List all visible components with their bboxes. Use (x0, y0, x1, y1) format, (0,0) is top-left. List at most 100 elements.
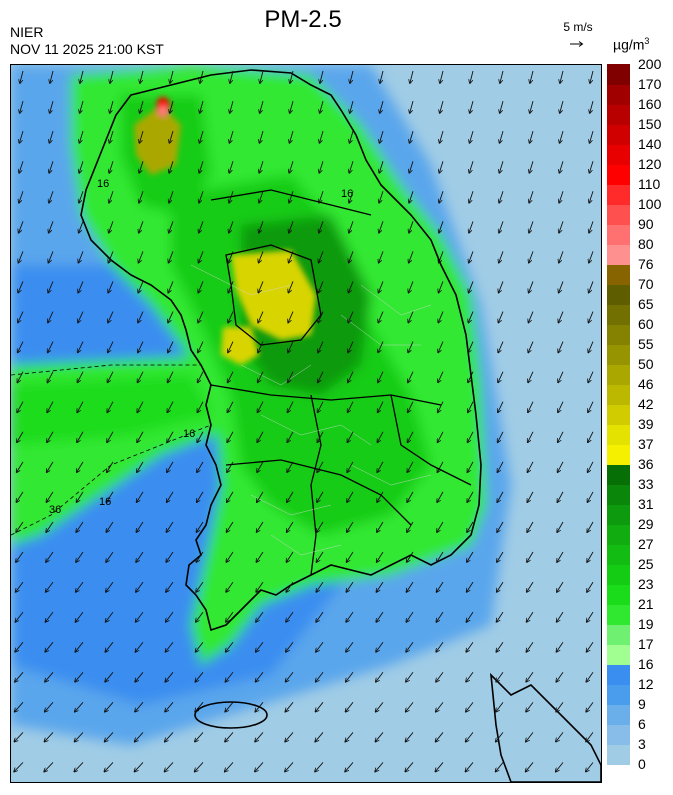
wind-arrow (76, 581, 84, 592)
wind-arrow (286, 641, 294, 652)
wind-arrow (138, 341, 144, 353)
wind-arrow (136, 551, 144, 562)
wind-arrow (317, 551, 324, 562)
wind-arrow (406, 611, 414, 622)
wind-arrow (318, 341, 324, 353)
legend-tick-label: 120 (638, 156, 662, 172)
legend-tick-label: 42 (638, 396, 654, 412)
wind-arrow (105, 732, 114, 741)
wind-arrow (15, 671, 24, 681)
wind-arrow (497, 581, 504, 592)
wind-arrow (347, 551, 354, 562)
wind-arrow (165, 732, 174, 741)
wind-arrow (468, 401, 474, 413)
wind-arrow (497, 551, 504, 562)
wind-arrow (590, 70, 594, 83)
wind-arrow (199, 131, 204, 143)
wind-arrow (47, 371, 54, 383)
wind-arrow (498, 431, 504, 442)
wind-arrow (45, 641, 54, 652)
wind-arrow (557, 491, 564, 502)
wind-arrow (14, 732, 24, 741)
legend-color-bin (607, 244, 630, 265)
legend-tick-label: 39 (638, 416, 654, 432)
wind-arrow (320, 100, 324, 113)
wind-arrow (589, 251, 594, 262)
legend-tick-label: 29 (638, 516, 654, 532)
wind-arrow (107, 461, 114, 472)
legend-color-bin (607, 724, 630, 745)
wind-arrow (467, 461, 474, 472)
wind-arrow (290, 70, 294, 83)
wind-arrow (588, 461, 594, 472)
wind-arrow (109, 221, 114, 232)
wind-arrow (135, 641, 144, 652)
wind-arrow (556, 762, 564, 771)
wind-arrow (168, 371, 174, 383)
wind-arrow (496, 641, 504, 652)
wind-arrow (559, 161, 564, 173)
wind-arrow (590, 100, 594, 113)
legend-tick-label: 9 (638, 696, 646, 712)
contour-label: 16 (97, 178, 109, 190)
map-canvas: 16 16 16 16 36 (11, 65, 601, 782)
wind-arrow (138, 371, 144, 383)
legend-color-bin (607, 644, 630, 665)
wind-arrow (257, 461, 264, 472)
wind-arrow (316, 581, 324, 592)
wind-arrow (315, 702, 324, 711)
wind-arrow (17, 431, 24, 442)
wind-arrow (229, 221, 234, 232)
legend-color-bin (607, 284, 630, 305)
wind-arrow (226, 581, 234, 592)
unit-base: µg/m (613, 36, 645, 53)
wind-arrow (436, 702, 444, 711)
wind-arrow (527, 611, 534, 622)
legend-tick-label: 65 (638, 296, 654, 312)
legend-tick-label: 110 (638, 176, 661, 192)
legend-tick-label: 170 (638, 76, 662, 92)
wind-arrow (558, 341, 564, 353)
wind-arrow (589, 221, 594, 232)
wind-arrow (167, 461, 174, 472)
wind-arrow (558, 431, 564, 442)
wind-arrow (589, 311, 594, 323)
wind-arrow (348, 371, 354, 383)
wind-arrow (526, 641, 534, 652)
wind-arrow (287, 431, 294, 442)
wind-arrow (346, 672, 354, 681)
wind-arrow (199, 161, 204, 173)
wind-arrow (229, 161, 234, 173)
wind-arrow (195, 671, 204, 681)
wind-arrow (106, 611, 114, 622)
wind-arrow (228, 371, 234, 383)
wind-arrow (376, 611, 384, 622)
wind-arrow (376, 672, 384, 681)
wind-arrow (166, 551, 174, 562)
wind-arrow (287, 461, 294, 472)
wind-arrow (377, 461, 384, 472)
wind-arrow (376, 702, 384, 711)
wind-arrow (377, 521, 384, 532)
wind-arrow (259, 251, 264, 262)
wind-arrow (78, 311, 84, 323)
legend-tick-label: 200 (638, 56, 662, 72)
wind-arrow (499, 161, 504, 173)
legend-tick-label: 140 (638, 136, 662, 152)
wind-arrow (135, 702, 144, 711)
wind-arrow (198, 281, 204, 292)
wind-arrow (17, 461, 24, 472)
unit-exponent: 3 (644, 36, 650, 46)
wind-arrow (166, 581, 174, 592)
wind-arrow (436, 641, 444, 652)
wind-arrow (286, 611, 294, 622)
wind-arrow (438, 401, 444, 413)
wind-arrow (407, 491, 414, 502)
wind-arrow (345, 732, 354, 741)
wind-arrow (407, 581, 414, 592)
wind-arrow (227, 461, 234, 472)
wind-arrow (589, 161, 594, 173)
wind-arrow (258, 371, 264, 383)
wind-arrow (197, 491, 204, 502)
wind-arrow (77, 401, 84, 413)
